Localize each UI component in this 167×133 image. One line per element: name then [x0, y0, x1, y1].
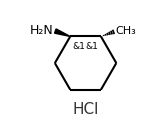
Text: H₂N: H₂N: [30, 24, 53, 37]
Text: HCl: HCl: [72, 102, 99, 117]
Text: &1: &1: [86, 42, 98, 51]
Text: &1: &1: [73, 42, 86, 51]
Text: CH₃: CH₃: [116, 26, 137, 36]
Polygon shape: [55, 29, 70, 36]
